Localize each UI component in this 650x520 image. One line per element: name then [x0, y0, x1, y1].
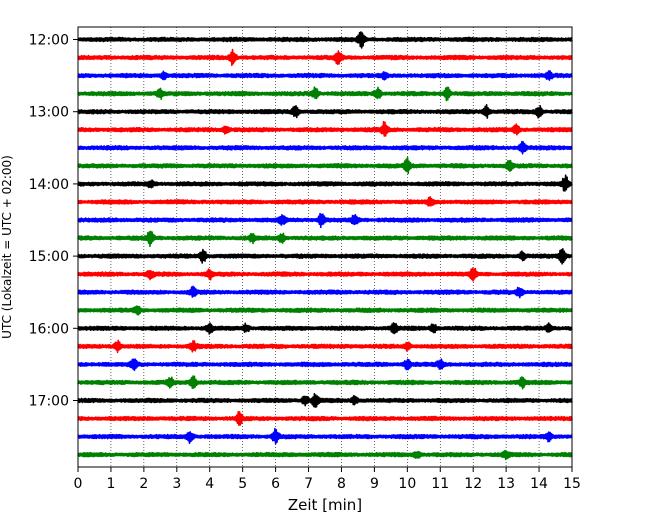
x-tick-label: 15 — [563, 476, 581, 492]
trace-signal — [77, 392, 573, 408]
trace-signal — [77, 70, 573, 82]
trace-1200 — [77, 31, 573, 49]
x-tick-label: 5 — [238, 476, 247, 492]
x-tick-label: 1 — [106, 476, 115, 492]
trace-1715 — [77, 410, 573, 426]
grid-lines — [110, 27, 540, 467]
trace-signal — [77, 140, 573, 155]
y-tick-label: 14:00 — [29, 177, 69, 193]
trace-signal — [77, 156, 573, 175]
trace-1300 — [77, 103, 573, 119]
trace-1500 — [77, 248, 573, 265]
trace-signal — [77, 248, 573, 265]
x-tick-label: 3 — [172, 476, 181, 492]
trace-1530 — [77, 285, 573, 299]
trace-1230 — [77, 70, 573, 82]
trace-1415 — [77, 196, 573, 207]
trace-1345 — [77, 156, 573, 175]
x-tick-label: 6 — [271, 476, 280, 492]
trace-1730 — [77, 427, 573, 445]
trace-1445 — [77, 230, 573, 248]
trace-signal — [77, 212, 573, 229]
y-tick-label: 16:00 — [29, 321, 69, 337]
y-tick-label: 12:00 — [29, 33, 69, 49]
trace-signal — [77, 410, 573, 426]
x-axis-label: Zeit [min] — [288, 496, 362, 514]
trace-lines — [77, 31, 573, 461]
plot-frame — [77, 26, 573, 468]
x-tick-label: 2 — [139, 476, 148, 492]
trace-1245 — [77, 86, 573, 102]
y-tick-label: 13:00 — [29, 105, 69, 121]
trace-signal — [77, 358, 573, 372]
trace-signal — [77, 339, 573, 354]
trace-signal — [77, 174, 573, 192]
trace-signal — [77, 427, 573, 445]
trace-signal — [77, 322, 573, 335]
y-tick-label: 17:00 — [29, 394, 69, 410]
trace-1315 — [77, 120, 573, 137]
trace-1430 — [77, 212, 573, 229]
x-tick-label: 12 — [464, 476, 482, 492]
x-tick-label: 0 — [74, 476, 83, 492]
trace-signal — [77, 48, 573, 67]
trace-1330 — [77, 140, 573, 155]
trace-1700 — [77, 392, 573, 408]
trace-1515 — [77, 267, 573, 282]
trace-signal — [77, 285, 573, 299]
x-tick-label: 7 — [304, 476, 313, 492]
trace-1545 — [77, 305, 573, 316]
trace-signal — [77, 196, 573, 207]
x-tick-label: 10 — [398, 476, 416, 492]
trace-1215 — [77, 48, 573, 67]
trace-signal — [77, 375, 573, 390]
trace-signal — [77, 305, 573, 316]
trace-signal — [77, 31, 573, 49]
trace-signal — [77, 120, 573, 137]
y-axis-ticks: 12:00 13:00 14:00 15:00 16:00 17:00 — [29, 33, 78, 410]
x-tick-label: 14 — [530, 476, 548, 492]
trace-1645 — [77, 375, 573, 390]
plot-area — [78, 27, 572, 467]
x-tick-label: 8 — [337, 476, 346, 492]
trace-signal — [77, 86, 573, 102]
trace-signal — [77, 449, 573, 461]
y-tick-label: 15:00 — [29, 249, 69, 265]
trace-1745 — [77, 449, 573, 461]
trace-signal — [77, 103, 573, 119]
trace-1600 — [77, 322, 573, 335]
x-tick-label: 11 — [431, 476, 449, 492]
trace-signal — [77, 230, 573, 248]
x-tick-label: 4 — [205, 476, 214, 492]
x-tick-label: 13 — [497, 476, 515, 492]
trace-signal — [77, 267, 573, 282]
y-axis-label: UTC (Lokalzeit = UTC + 02:00) — [0, 155, 14, 339]
x-axis-ticks: 0 1 2 3 4 5 6 7 8 9 10 11 12 13 14 15 — [74, 467, 581, 492]
trace-1615 — [77, 339, 573, 354]
trace-1400 — [77, 174, 573, 192]
trace-1630 — [77, 358, 573, 372]
x-tick-label: 9 — [370, 476, 379, 492]
